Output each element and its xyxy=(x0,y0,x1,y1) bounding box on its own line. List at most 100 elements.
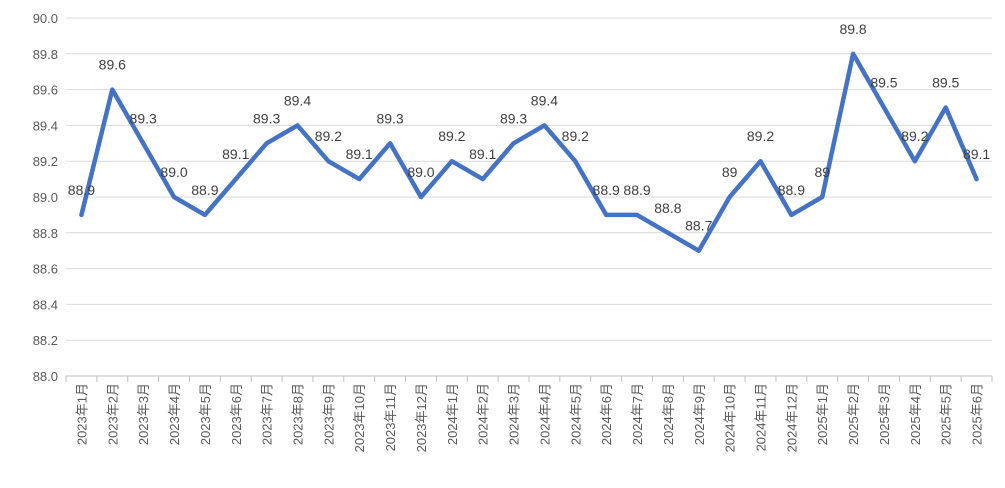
y-tick-label: 89.6 xyxy=(33,83,58,98)
data-point xyxy=(667,232,669,234)
data-label: 88.9 xyxy=(778,182,805,198)
data-label: 89.1 xyxy=(222,146,249,162)
x-tick-label: 2024年6月 xyxy=(599,383,614,445)
x-tick-label: 2024年4月 xyxy=(537,383,552,445)
x-tick-label: 2023年2月 xyxy=(105,383,120,445)
x-tick-label: 2025年1月 xyxy=(815,383,830,445)
data-label: 89.5 xyxy=(870,75,897,91)
data-label: 89.2 xyxy=(901,128,928,144)
data-point xyxy=(482,178,484,180)
data-point xyxy=(142,142,144,144)
x-tick-label: 2024年10月 xyxy=(723,383,738,452)
x-tick-label: 2023年9月 xyxy=(321,383,336,445)
data-point xyxy=(543,124,545,126)
x-tick-label: 2023年5月 xyxy=(198,383,213,445)
y-tick-label: 89.4 xyxy=(33,118,58,133)
data-label: 89 xyxy=(722,164,738,180)
x-tick-label: 2025年6月 xyxy=(970,383,985,445)
x-tick-label: 2024年5月 xyxy=(568,383,583,445)
data-point xyxy=(266,142,268,144)
y-tick-label: 88.2 xyxy=(33,333,58,348)
data-label: 88.9 xyxy=(593,182,620,198)
x-tick-label: 2024年12月 xyxy=(784,383,799,452)
data-point xyxy=(852,53,854,55)
data-point xyxy=(420,196,422,198)
x-tick-label: 2025年5月 xyxy=(939,383,954,445)
x-tick-label: 2025年3月 xyxy=(877,383,892,445)
data-point xyxy=(790,214,792,216)
data-point xyxy=(883,107,885,108)
data-label: 89.3 xyxy=(376,110,403,126)
data-labels: 88.989.689.389.088.989.189.389.489.289.1… xyxy=(68,21,991,234)
x-tick-label: 2024年2月 xyxy=(476,383,491,445)
series-line xyxy=(79,51,979,253)
x-tick-label: 2025年4月 xyxy=(908,383,923,445)
data-label: 89.2 xyxy=(315,128,342,144)
data-label: 89.0 xyxy=(407,164,434,180)
data-label: 89.2 xyxy=(747,128,774,144)
x-tick-label: 2023年8月 xyxy=(291,383,306,445)
x-axis: 2023年1月 2023年2月 2023年3月 2023年4月 2023年5月 2023年… xyxy=(65,376,993,452)
data-label: 89.4 xyxy=(531,92,558,108)
data-label: 89.2 xyxy=(562,128,589,144)
data-point xyxy=(80,214,82,216)
data-point xyxy=(297,124,298,126)
data-point xyxy=(636,214,638,216)
x-tick-label: 2024年1月 xyxy=(445,383,460,445)
data-point xyxy=(451,160,453,162)
x-tick-label: 2023年6月 xyxy=(229,383,244,445)
x-tick-label: 2023年7月 xyxy=(260,383,275,445)
data-label: 89.5 xyxy=(932,75,959,91)
y-tick-label: 88.0 xyxy=(33,369,58,384)
y-tick-label: 90.0 xyxy=(33,11,58,26)
data-label: 89.0 xyxy=(160,164,187,180)
x-tick-label: 2024年3月 xyxy=(507,383,522,445)
data-label: 89.8 xyxy=(839,21,866,37)
data-label: 89.3 xyxy=(130,110,157,126)
data-point xyxy=(358,178,360,180)
data-label: 88.9 xyxy=(68,182,95,198)
data-point xyxy=(389,142,391,144)
data-point xyxy=(513,142,515,144)
x-tick-label: 2025年2月 xyxy=(846,383,861,445)
data-label: 89.3 xyxy=(253,110,280,126)
y-tick-label: 88.4 xyxy=(33,297,58,312)
data-label: 89.1 xyxy=(346,146,373,162)
x-tick-label: 2023年1月 xyxy=(74,383,89,445)
data-point xyxy=(204,214,206,216)
data-point xyxy=(605,214,607,216)
data-point xyxy=(574,160,576,162)
data-label: 89.6 xyxy=(99,57,126,73)
x-tick-label: 2024年8月 xyxy=(661,383,676,445)
data-point xyxy=(821,196,823,198)
x-tick-label: 2023年12月 xyxy=(414,383,429,452)
y-tick-label: 89.0 xyxy=(33,190,58,205)
x-tick-label: 2023年11月 xyxy=(383,383,398,451)
y-axis: 88.0 88.2 88.4 88.6 88.8 89.0 89.2 89.4 89.6 89.8… xyxy=(33,11,58,384)
x-tick-label: 2023年3月 xyxy=(136,383,151,445)
x-tick-label: 2023年4月 xyxy=(167,383,182,445)
y-tick-label: 88.8 xyxy=(33,226,58,241)
data-point xyxy=(327,160,329,162)
data-point xyxy=(729,196,731,198)
y-tick-label: 89.8 xyxy=(33,47,58,62)
data-point xyxy=(914,160,916,162)
data-point xyxy=(698,250,700,252)
data-label: 89 xyxy=(814,164,830,180)
data-label: 89.1 xyxy=(469,146,496,162)
y-tick-label: 88.6 xyxy=(33,262,58,277)
data-label: 88.9 xyxy=(623,182,650,198)
data-label: 89.2 xyxy=(438,128,465,144)
series xyxy=(79,51,979,253)
data-point xyxy=(760,160,761,162)
y-tick-label: 89.2 xyxy=(33,154,58,169)
x-tick-label: 2024年7月 xyxy=(630,383,645,445)
data-point xyxy=(976,178,978,180)
data-point xyxy=(945,107,947,108)
data-label: 88.8 xyxy=(654,200,681,216)
data-label: 89.1 xyxy=(963,146,990,162)
data-label: 88.7 xyxy=(685,218,712,234)
data-label: 89.4 xyxy=(284,92,311,108)
data-label: 88.9 xyxy=(191,182,218,198)
